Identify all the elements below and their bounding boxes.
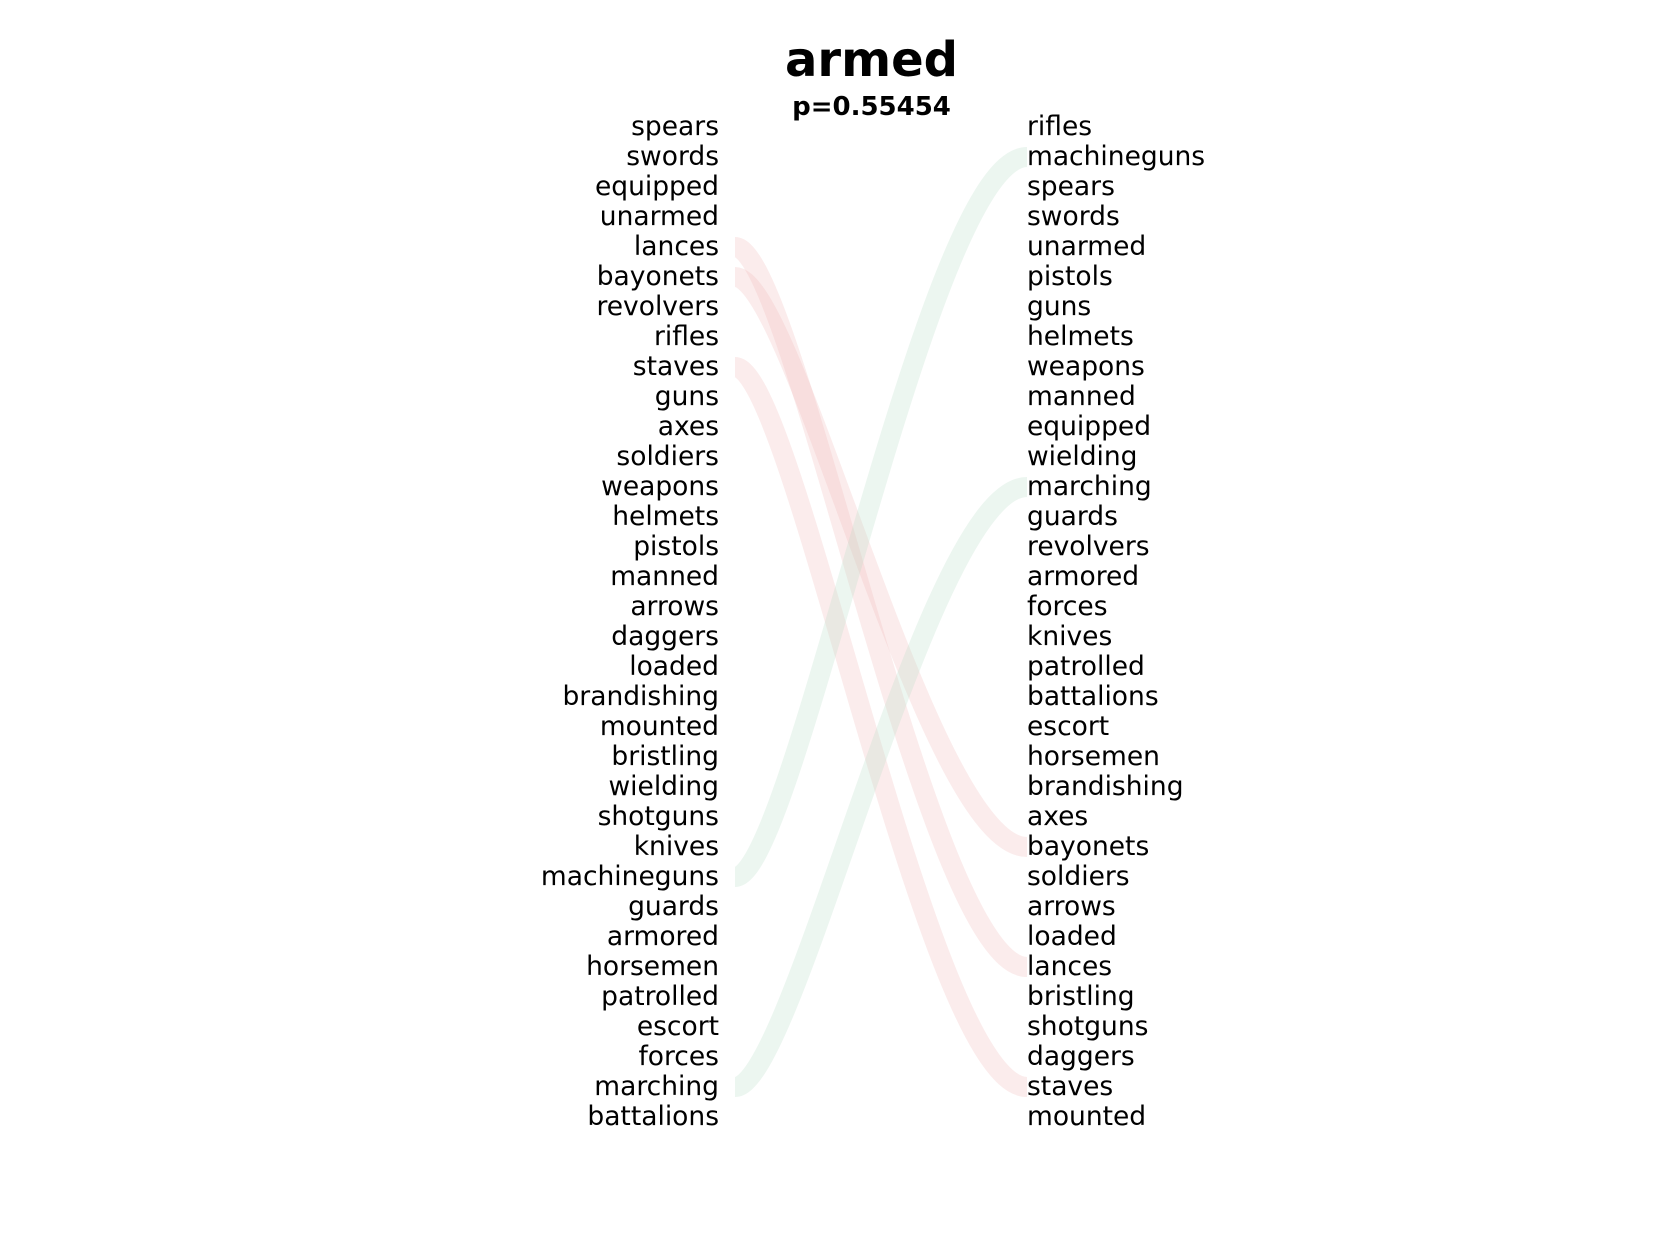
left-word: daggers bbox=[611, 621, 719, 652]
left-word: weapons bbox=[601, 471, 719, 502]
right-word: wielding bbox=[1027, 441, 1138, 472]
right-word: loaded bbox=[1027, 921, 1117, 952]
right-word: daggers bbox=[1027, 1041, 1135, 1072]
right-word: spears bbox=[1027, 171, 1115, 202]
right-word-list: rifles machineguns spears swords unarmed pist… bbox=[1027, 112, 1627, 1132]
left-word: helmets bbox=[612, 501, 719, 532]
left-word: lances bbox=[633, 231, 719, 262]
left-word: arrows bbox=[630, 591, 719, 622]
left-word: rifles bbox=[653, 321, 719, 352]
right-word: brandishing bbox=[1027, 771, 1184, 802]
left-word: machineguns bbox=[540, 861, 719, 892]
right-word: knives bbox=[1027, 621, 1113, 652]
left-word: mounted bbox=[599, 711, 719, 742]
right-word: escort bbox=[1027, 711, 1110, 742]
right-word: bayonets bbox=[1027, 831, 1150, 862]
right-word: shotguns bbox=[1027, 1011, 1149, 1042]
right-word: armored bbox=[1027, 561, 1140, 592]
right-word: guns bbox=[1027, 291, 1092, 322]
right-word: staves bbox=[1027, 1071, 1114, 1102]
left-word-list: spears swords equipped unarmed lances bayonet… bbox=[0, 112, 719, 1132]
right-word: swords bbox=[1027, 201, 1120, 232]
diagram-title: armed bbox=[785, 32, 958, 88]
left-word: knives bbox=[633, 831, 719, 862]
right-word: pistols bbox=[1027, 261, 1113, 292]
left-word: bayonets bbox=[596, 261, 719, 292]
left-word: spears bbox=[631, 111, 719, 142]
right-word: equipped bbox=[1027, 411, 1152, 442]
right-word: helmets bbox=[1027, 321, 1134, 352]
left-word: shotguns bbox=[597, 801, 719, 832]
left-word: guards bbox=[628, 891, 719, 922]
connection-lances bbox=[731, 237, 1030, 977]
left-word: axes bbox=[657, 411, 719, 442]
left-word: staves bbox=[632, 351, 719, 382]
left-word: forces bbox=[638, 1041, 719, 1072]
connection-staves bbox=[731, 357, 1030, 1097]
connection-machineguns bbox=[731, 147, 1030, 887]
left-word: swords bbox=[626, 141, 719, 172]
right-word: marching bbox=[1027, 471, 1152, 502]
right-word: lances bbox=[1027, 951, 1113, 982]
left-word: battalions bbox=[587, 1101, 719, 1132]
right-word: machineguns bbox=[1027, 141, 1206, 172]
left-word: wielding bbox=[608, 771, 719, 802]
right-word: forces bbox=[1027, 591, 1108, 622]
left-word: pistols bbox=[633, 531, 719, 562]
left-word: manned bbox=[610, 561, 719, 592]
right-word: axes bbox=[1027, 801, 1089, 832]
left-word: soldiers bbox=[616, 441, 719, 472]
right-word: guards bbox=[1027, 501, 1118, 532]
right-word: weapons bbox=[1027, 351, 1145, 382]
diagram-subtitle: p=0.55454 bbox=[792, 92, 951, 122]
left-word: armored bbox=[606, 921, 719, 952]
right-word: patrolled bbox=[1027, 651, 1145, 682]
connection-bayonets bbox=[732, 267, 1029, 857]
left-word: escort bbox=[636, 1011, 719, 1042]
right-word: soldiers bbox=[1027, 861, 1130, 892]
right-word: bristling bbox=[1027, 981, 1135, 1012]
left-word: patrolled bbox=[601, 981, 719, 1012]
right-word: mounted bbox=[1027, 1101, 1147, 1132]
left-word: marching bbox=[594, 1071, 719, 1102]
right-word: manned bbox=[1027, 381, 1136, 412]
left-word: loaded bbox=[629, 651, 719, 682]
right-word: rifles bbox=[1027, 111, 1093, 142]
right-word: horsemen bbox=[1027, 741, 1160, 772]
right-word: arrows bbox=[1027, 891, 1116, 922]
left-word: brandishing bbox=[562, 681, 719, 712]
left-word: horsemen bbox=[586, 951, 719, 982]
left-word: revolvers bbox=[596, 291, 719, 322]
left-word: bristling bbox=[611, 741, 719, 772]
right-word: revolvers bbox=[1027, 531, 1150, 562]
left-word: equipped bbox=[594, 171, 719, 202]
left-word: guns bbox=[654, 381, 719, 412]
right-word: unarmed bbox=[1027, 231, 1147, 262]
connection-marching bbox=[731, 477, 1029, 1097]
right-word: battalions bbox=[1027, 681, 1159, 712]
left-word: unarmed bbox=[599, 201, 719, 232]
